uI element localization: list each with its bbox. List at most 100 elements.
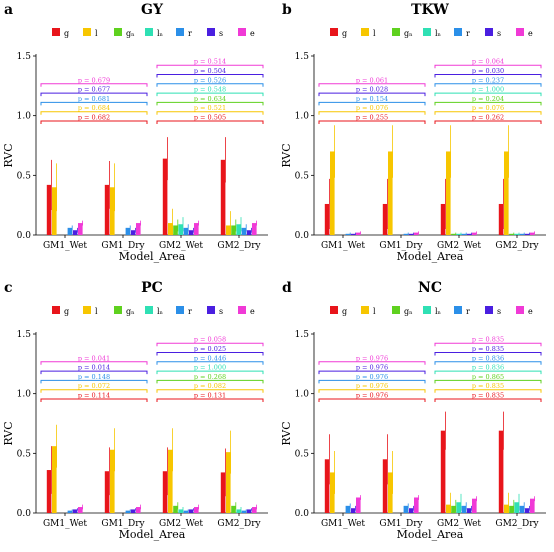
bar: [231, 505, 236, 513]
comparison-bracket: [434, 389, 542, 393]
legend-swatch: [392, 28, 400, 36]
legend-swatch: [454, 306, 462, 314]
legend-swatch: [83, 28, 91, 36]
p-value-label: p = 0.061: [356, 76, 388, 84]
x-tick-label: GM1_Wet: [321, 519, 365, 529]
p-value-label: p = 0.835: [472, 392, 504, 400]
legend-label: r: [188, 29, 192, 38]
comparison-bracket: [40, 92, 148, 97]
p-value-label: p = 0.976: [356, 392, 388, 400]
legend-label: r: [466, 307, 470, 316]
bar: [388, 472, 393, 513]
comparison-bracket: [40, 111, 148, 115]
p-value-label: p = 0.976: [356, 354, 388, 362]
legend-swatch: [423, 306, 431, 314]
bar: [356, 232, 361, 235]
bars: [324, 125, 536, 235]
p-value-label: p = 0.684: [78, 104, 110, 112]
x-tick-label: GM2_Wet: [437, 241, 481, 251]
p-value-label: p = 0.064: [472, 58, 504, 66]
x-tick-label: GM1_Dry: [101, 519, 145, 529]
bar: [226, 225, 231, 235]
p-value-label: p = 0.526: [194, 76, 226, 84]
bar: [461, 233, 467, 235]
legend-label: r: [188, 307, 192, 316]
bar: [350, 233, 356, 235]
bar: [67, 510, 73, 513]
comparison-bracket: [318, 92, 426, 97]
legend-swatch: [176, 28, 184, 36]
bar: [466, 233, 472, 235]
legend-swatch: [330, 28, 338, 36]
x-axis-label: Model_Area: [119, 250, 186, 263]
bar: [173, 505, 178, 513]
y-tick-label: 0.0: [295, 231, 310, 241]
y-tick-label: 0.0: [295, 509, 310, 519]
bar: [104, 471, 110, 513]
panel-title: GY: [141, 2, 164, 18]
comparison-bracket: [40, 361, 148, 365]
comparison-bracket: [434, 379, 542, 384]
x-tick-label: GM1_Dry: [379, 519, 423, 529]
legend-swatch: [330, 306, 338, 314]
x-tick-label: GM2_Dry: [217, 241, 261, 251]
panel-b: b TKW g l gₙ lₙ r s e 0.0 0.5 1.0 1.5 RVC GM1_Wet GM1_D…: [280, 2, 546, 263]
bar: [519, 233, 525, 235]
legend-label: s: [497, 29, 501, 38]
p-value-label: p = 0.014: [78, 364, 110, 372]
p-value-label: p = 0.030: [472, 67, 504, 75]
p-value-label: p = 0.548: [194, 86, 226, 94]
comparison-bracket: [156, 389, 264, 393]
legend-swatch: [145, 28, 153, 36]
legend-label: lₙ: [435, 307, 442, 316]
y-tick-label: 1.0: [295, 390, 310, 400]
comparison-bracket: [318, 111, 426, 115]
legend-label: g: [342, 29, 347, 38]
legend-label: l: [373, 29, 376, 38]
bar: [136, 223, 141, 235]
bar: [414, 497, 419, 513]
legend-swatch: [114, 306, 122, 314]
bar: [130, 230, 136, 235]
comparison-bracket: [318, 120, 426, 124]
legend-swatch: [516, 306, 524, 314]
bar: [509, 233, 514, 235]
p-value-label: p = 0.072: [78, 382, 110, 390]
comparison-bracket: [156, 111, 264, 115]
panel-label: c: [4, 280, 13, 296]
panel-label: a: [4, 2, 13, 18]
comparison-bracket: [40, 101, 148, 106]
comparison-bracket: [40, 379, 148, 384]
comparison-bracket: [318, 101, 426, 106]
panel-title: NC: [418, 280, 442, 296]
p-value-label: p = 0.041: [78, 354, 110, 362]
comparison-bracket: [156, 342, 264, 347]
legend-label: g: [64, 29, 69, 38]
legend-swatch: [485, 306, 493, 314]
bar: [168, 223, 173, 235]
p-value-label: p = 0.976: [356, 364, 388, 372]
p-value-label: p = 0.836: [472, 364, 504, 372]
bar: [530, 498, 535, 513]
bar: [183, 510, 189, 513]
comparison-bracket: [40, 398, 148, 402]
y-tick-label: 1.5: [17, 52, 32, 62]
bar: [324, 203, 330, 235]
comparison-bracket: [156, 120, 264, 124]
p-value-label: p = 1.000: [472, 86, 504, 94]
bar: [246, 230, 252, 235]
legend-label: l: [95, 29, 98, 38]
legend-swatch: [485, 28, 493, 36]
bar: [178, 509, 183, 513]
comparison-bracket: [318, 398, 426, 402]
bar: [382, 203, 388, 235]
p-value-label: p = 0.681: [78, 95, 110, 103]
x-tick-label: GM2_Dry: [495, 241, 539, 251]
p-value-label: p = 0.514: [194, 58, 226, 66]
comparison-bracket: [318, 379, 426, 384]
comparison-bracket: [434, 370, 542, 375]
comparison-bracket: [156, 92, 264, 97]
